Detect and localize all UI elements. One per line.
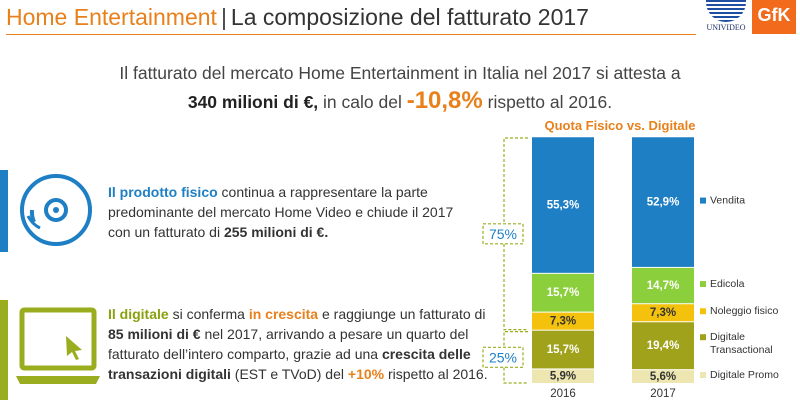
bracket-label-75pct: 75% — [489, 226, 517, 242]
data-label-digitale-promo-2017: 5,6% — [650, 371, 676, 383]
digital-growth: in crescita — [248, 306, 319, 322]
bar-vendita-2016 — [532, 137, 594, 273]
bar-edicola-2017 — [632, 267, 694, 304]
bracket-label-25pct: 25% — [489, 349, 517, 365]
data-label-vendita-2016: 55,3% — [547, 200, 580, 212]
title-rule — [6, 34, 696, 35]
digital-text2: e raggiunge un fatturato di — [318, 306, 486, 322]
physical-text: continua a rappresentare la parte predom… — [108, 184, 454, 240]
univideo-logo-text: UNIVIDEO — [706, 23, 746, 32]
univideo-logo: UNIVIDEO — [700, 0, 750, 34]
physical-paragraph: Il prodotto fisico continua a rappresent… — [108, 182, 468, 242]
x-tick-2017: 2017 — [650, 388, 676, 400]
legend-swatch-noleggio-fisico — [700, 308, 706, 315]
digital-text4: (EST e TVoD) del — [230, 366, 348, 382]
data-label-digitale-promo-2016: 5,9% — [550, 371, 576, 383]
legend-swatch-digitale-promo — [700, 372, 706, 379]
bar-digitale-promo-2016 — [532, 369, 594, 383]
data-label-noleggio-fisico-2016: 7,3% — [550, 316, 576, 328]
data-label-vendita-2017: 52,9% — [647, 197, 680, 209]
intro-text: Il fatturato del mercato Home Entertainm… — [40, 60, 760, 116]
bracket-75pct — [503, 137, 528, 331]
gfk-logo: GfK — [752, 0, 796, 34]
legend-item-digitale-transactional: Digitale Transactional — [710, 331, 773, 356]
x-tick-2016: 2016 — [550, 388, 576, 400]
physical-amount: 255 milioni di €. — [223, 224, 329, 240]
bar-vendita-2017 — [632, 137, 694, 267]
header: Home Entertainment | La composizione del f… — [0, 0, 800, 40]
digital-highlight: Il digitale — [108, 306, 169, 322]
digital-text5: rispetto al 2016. — [384, 366, 488, 382]
chart-title: Quota Fisico vs. Digitale — [544, 118, 696, 133]
legend-item-edicola: Edicola — [710, 278, 745, 290]
bar-digitale-transactional-2017 — [632, 322, 694, 370]
bar-digitale-promo-2017 — [632, 370, 694, 383]
digital-text1: si conferma — [168, 306, 249, 322]
data-label-digitale-transactional-2016: 15,7% — [547, 344, 580, 356]
data-label-edicola-2016: 15,7% — [547, 287, 580, 299]
laptop-icon — [16, 307, 100, 384]
digital-paragraph: Il digitale si conferma in crescita e ra… — [108, 304, 488, 384]
univideo-logo-mark — [706, 0, 746, 22]
bracket-25pct — [503, 331, 528, 384]
bar-noleggio-fisico-2017 — [632, 304, 694, 322]
intro-mid: in calo del — [318, 92, 407, 112]
legend-swatch-edicola — [700, 281, 706, 288]
legend-item-noleggio-fisico: Noleggio fisico — [710, 305, 778, 317]
disc-icon — [20, 174, 92, 246]
legend-item-digitale-promo: Digitale Promo — [710, 369, 779, 381]
intro-end: rispetto al 2016. — [482, 92, 613, 112]
title-separator: | — [220, 4, 227, 30]
legend-swatch-vendita — [700, 197, 706, 204]
data-label-edicola-2017: 14,7% — [647, 280, 680, 292]
page-title: Home Entertainment | La composizione del f… — [6, 4, 589, 31]
digital-accent-bar — [0, 300, 8, 400]
bar-digitale-transactional-2016 — [532, 330, 594, 369]
physical-highlight: Il prodotto fisico — [108, 184, 218, 200]
digital-text3: nel 2017, arrivando a pesare un quarto d… — [108, 326, 469, 362]
data-label-digitale-transactional-2017: 19,4% — [647, 340, 680, 352]
intro-decline: -10,8% — [406, 87, 483, 114]
digital-amount: 85 milioni di € — [108, 326, 201, 342]
intro-amount: 340 milioni di €, — [187, 92, 319, 112]
bracket-box-25pct — [482, 346, 524, 368]
intro-line2: 340 milioni di €, in calo del -10,8% ris… — [40, 87, 760, 116]
legend-swatch-digitale-transactional — [700, 334, 706, 341]
physical-accent-bar — [0, 170, 8, 252]
title-part1: Home Entertainment — [6, 4, 217, 30]
digital-growth2: crescita delle transazioni digitali — [108, 346, 471, 382]
legend-item-vendita: Vendita — [710, 195, 745, 207]
bar-edicola-2016 — [532, 273, 594, 312]
bar-noleggio-fisico-2016 — [532, 312, 594, 330]
title-part2: La composizione del fatturato 2017 — [230, 4, 589, 30]
digital-pct: +10% — [347, 366, 385, 382]
bracket-box-75pct — [482, 223, 524, 245]
data-label-noleggio-fisico-2017: 7,3% — [650, 307, 676, 319]
intro-line1: Il fatturato del mercato Home Entertainm… — [119, 63, 681, 83]
